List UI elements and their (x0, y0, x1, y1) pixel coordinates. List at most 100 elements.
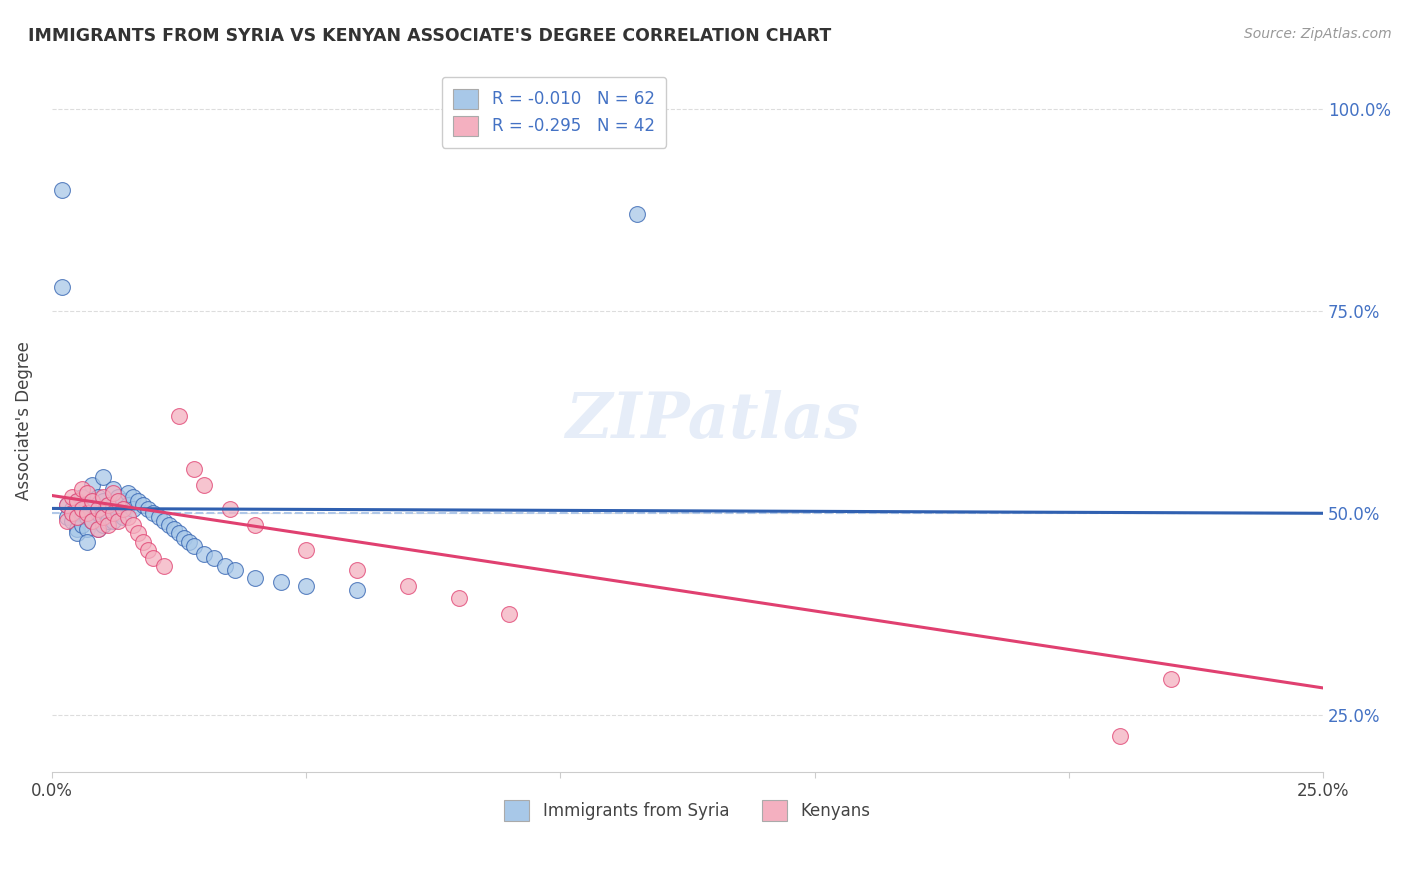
Point (60, 502, 83, 516)
Point (167, 526, 190, 541)
Point (101, 482, 124, 496)
Point (101, 506, 124, 520)
Point (346, 583, 368, 598)
Point (111, 510, 134, 524)
Point (152, 558, 174, 573)
Point (177, 534, 200, 549)
Text: ZIPatlas: ZIPatlas (565, 390, 860, 451)
Point (122, 518, 145, 533)
Point (396, 579, 419, 593)
Point (60, 506, 83, 520)
Point (66, 526, 89, 541)
Point (97, 498, 120, 512)
Point (270, 574, 292, 589)
Point (183, 539, 205, 553)
Point (60, 514, 83, 528)
Point (60, 490, 83, 504)
Point (86, 523, 108, 537)
Point (76, 498, 98, 512)
Point (243, 571, 266, 585)
Point (142, 506, 165, 520)
Point (56, 498, 79, 512)
Point (51, 280, 73, 294)
Point (91, 490, 114, 504)
Point (107, 514, 129, 528)
Point (91, 470, 114, 484)
Point (173, 531, 195, 545)
Point (66, 523, 89, 537)
Point (82, 494, 104, 508)
Point (111, 502, 134, 516)
Point (97, 518, 120, 533)
Point (82, 514, 104, 528)
Point (193, 547, 215, 561)
Legend: Immigrants from Syria, Kenyans: Immigrants from Syria, Kenyans (491, 787, 884, 834)
Point (626, 207, 648, 221)
Point (346, 563, 368, 577)
Point (76, 486, 98, 500)
Point (117, 510, 139, 524)
Point (167, 409, 190, 424)
Point (218, 502, 240, 516)
Point (101, 486, 124, 500)
Point (91, 518, 114, 533)
Point (127, 494, 149, 508)
Point (107, 494, 129, 508)
Point (72, 482, 94, 496)
Point (295, 542, 318, 557)
Point (122, 490, 145, 504)
Point (101, 498, 124, 512)
Point (295, 579, 318, 593)
Point (101, 514, 124, 528)
Point (127, 526, 149, 541)
Point (76, 523, 98, 537)
Point (56, 498, 79, 512)
Point (152, 514, 174, 528)
Point (82, 514, 104, 528)
Text: IMMIGRANTS FROM SYRIA VS KENYAN ASSOCIATE'S DEGREE CORRELATION CHART: IMMIGRANTS FROM SYRIA VS KENYAN ASSOCIAT… (28, 27, 831, 45)
Point (1108, 729, 1130, 743)
Point (117, 498, 139, 512)
Point (97, 498, 120, 512)
Point (91, 494, 114, 508)
Point (86, 490, 108, 504)
Point (72, 490, 94, 504)
Point (148, 510, 170, 524)
Point (447, 591, 470, 606)
Point (66, 510, 89, 524)
Point (107, 490, 129, 504)
Point (86, 523, 108, 537)
Point (117, 486, 139, 500)
Point (66, 494, 89, 508)
Point (82, 478, 104, 492)
Point (97, 514, 120, 528)
Point (82, 498, 104, 512)
Point (193, 478, 215, 492)
Point (243, 518, 266, 533)
Point (51, 183, 73, 197)
Point (76, 510, 98, 524)
Point (214, 558, 236, 573)
Point (72, 506, 94, 520)
Point (60, 506, 83, 520)
Point (76, 534, 98, 549)
Point (132, 498, 155, 512)
Point (72, 518, 94, 533)
Point (142, 550, 165, 565)
Point (107, 506, 129, 520)
Text: Source: ZipAtlas.com: Source: ZipAtlas.com (1244, 27, 1392, 41)
Point (91, 510, 114, 524)
Point (91, 506, 114, 520)
Point (122, 502, 145, 516)
Point (138, 502, 160, 516)
Point (1160, 672, 1182, 686)
Point (111, 494, 134, 508)
Point (86, 502, 108, 516)
Point (56, 514, 79, 528)
Point (498, 607, 520, 622)
Point (224, 563, 246, 577)
Point (56, 510, 79, 524)
Point (204, 550, 226, 565)
Point (163, 523, 186, 537)
Point (76, 506, 98, 520)
